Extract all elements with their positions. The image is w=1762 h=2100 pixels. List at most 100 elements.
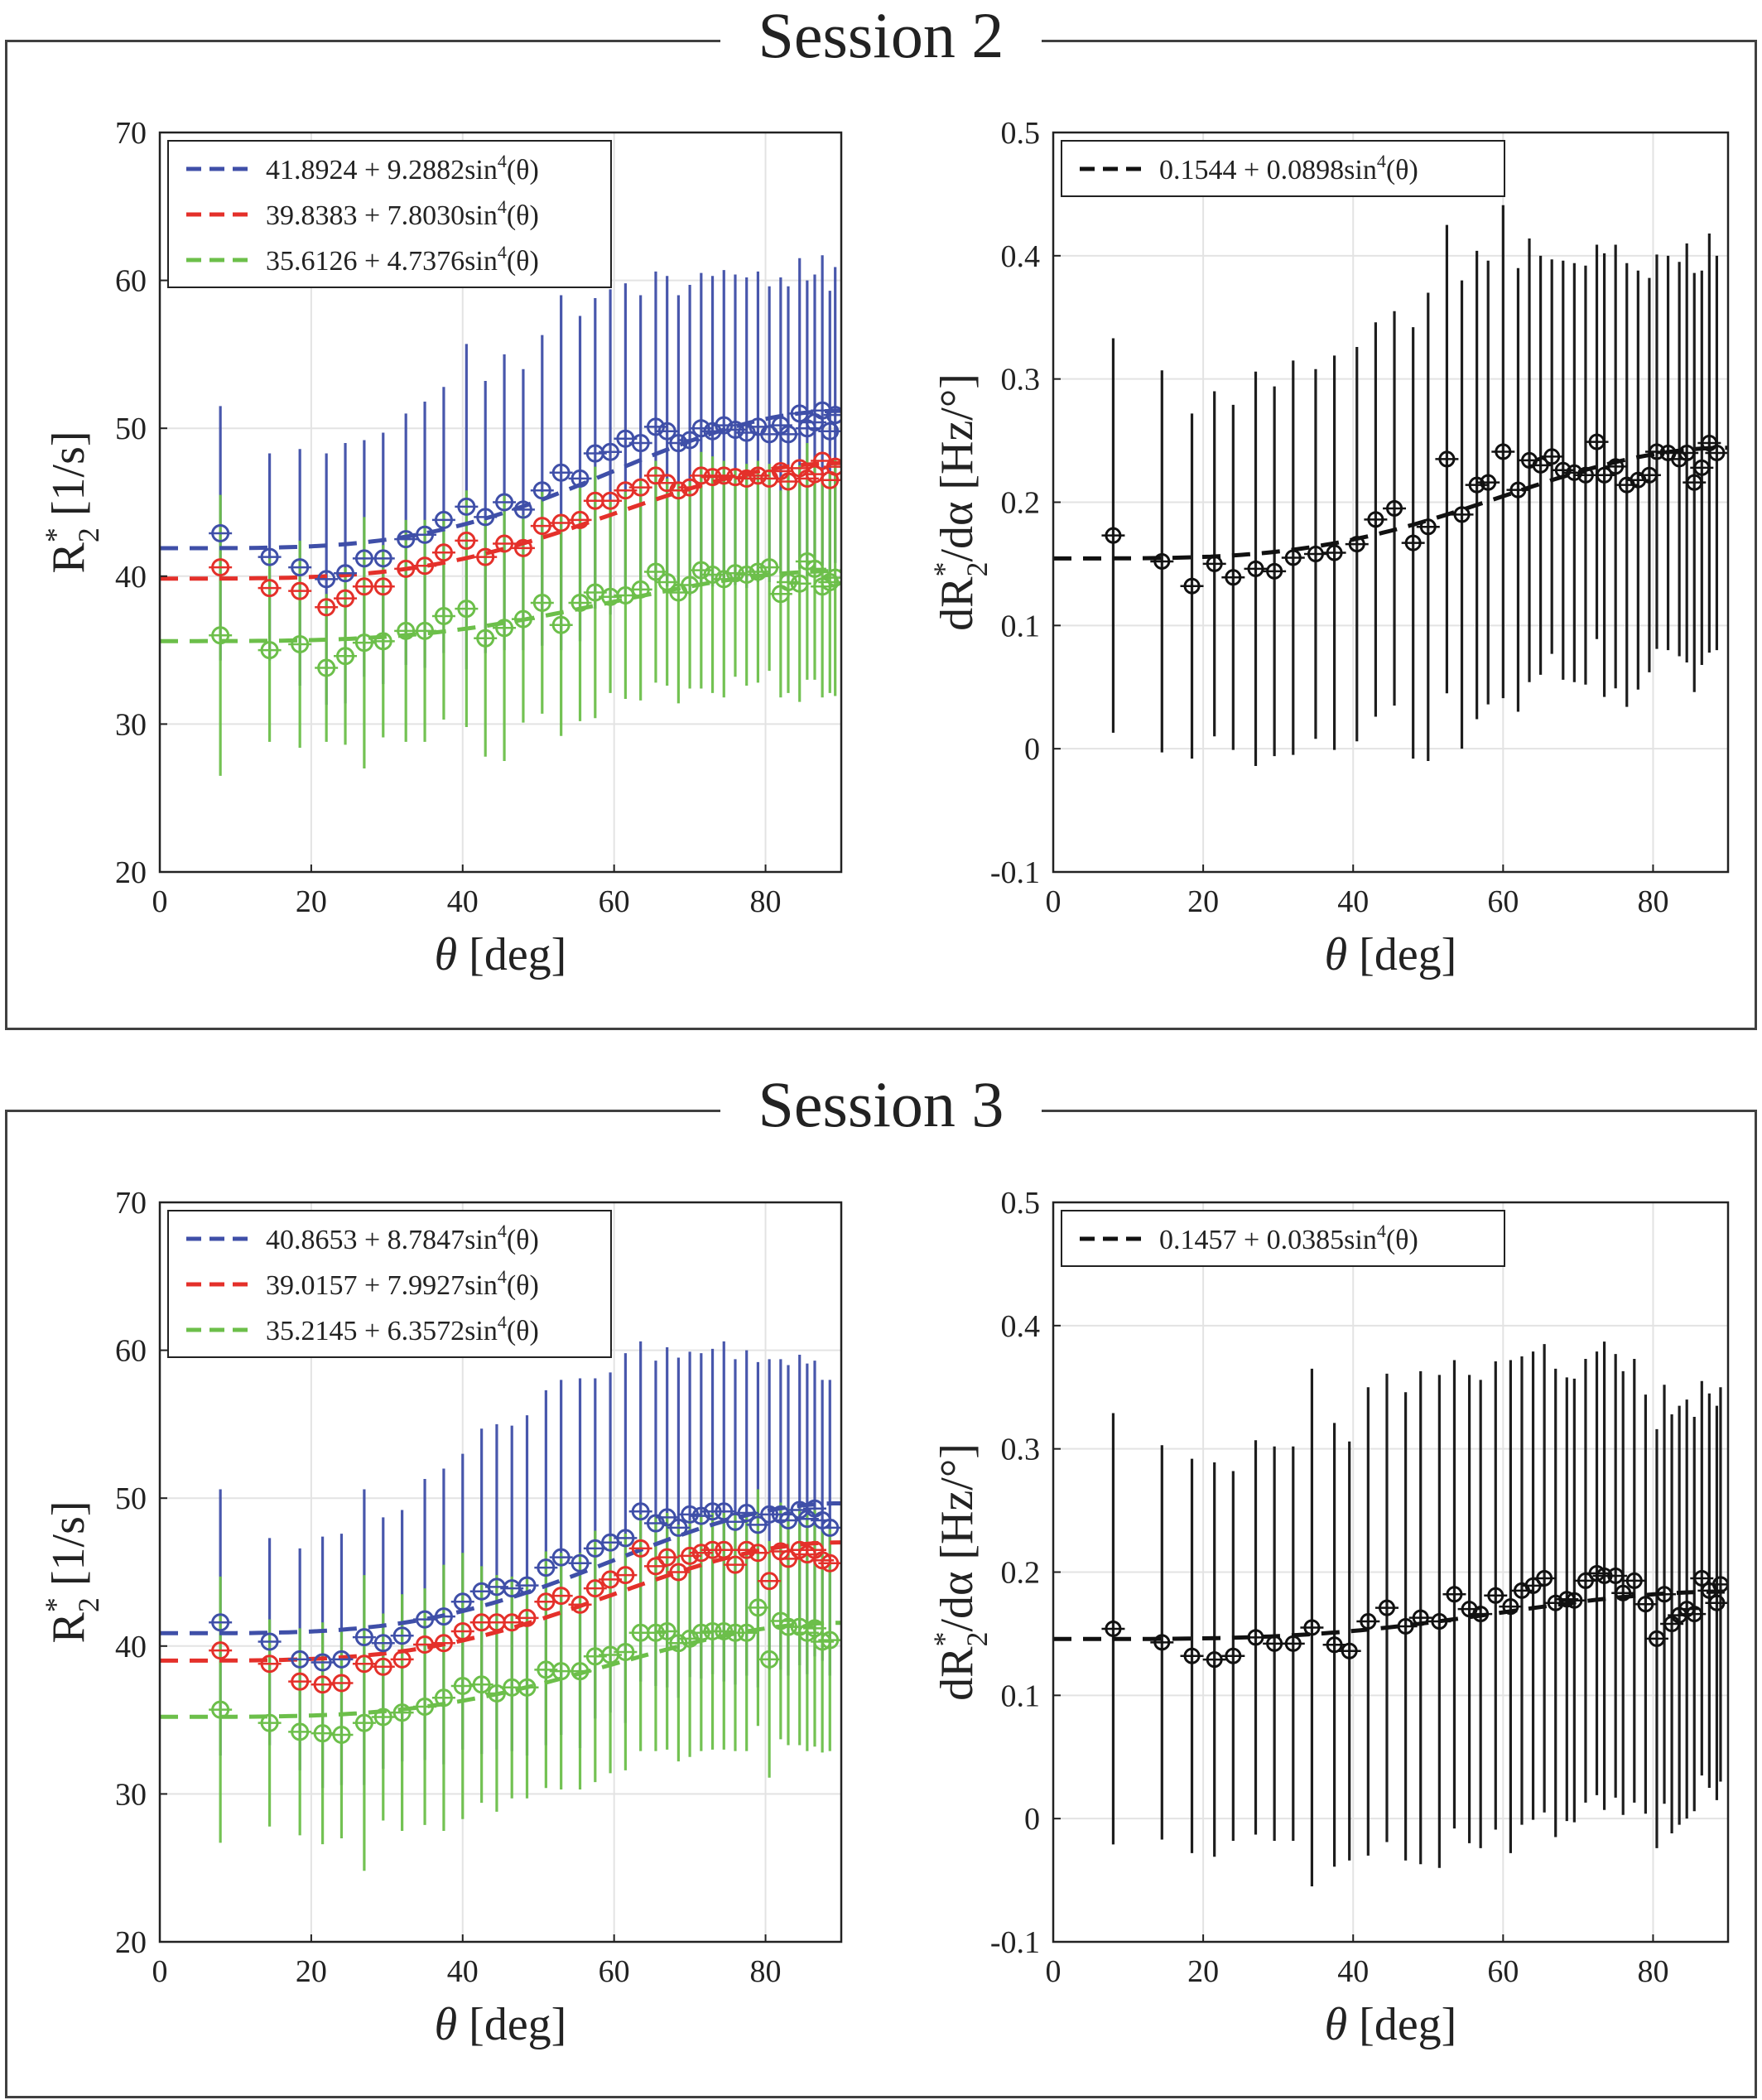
chart0-xtick-label: 40 <box>447 884 479 919</box>
chart3-ylabel-main: dR <box>932 1646 983 1701</box>
chart2-ytick-label: 50 <box>115 1481 147 1516</box>
chart0-ylabel-main: R <box>43 542 94 574</box>
chart3-xtick-label: 0 <box>1046 1954 1062 1989</box>
chart0-legend-sup: 4 <box>498 196 507 217</box>
chart3-ylabel-unit: /dα [Hz/°] <box>932 1443 983 1631</box>
chart2-legend-tail: (θ) <box>507 1316 539 1346</box>
session-3-panel: 0 20 40 60 80 20 30 40 50 60 70 θ [deg] R*2 [1/s] 40.… <box>5 1110 1757 2098</box>
chart0-plot-layer <box>160 255 841 776</box>
chart1-ylabel: dR*2/dα [Hz/°] <box>927 373 994 631</box>
chart2-s0-fit-line <box>160 1501 841 1635</box>
chart1-legend-label: 0.1544 + 0.0898sin4(θ) <box>1159 151 1418 185</box>
chart0-legend-tail: (θ) <box>507 200 539 231</box>
chart2-xlabel-unit: [deg] <box>457 1999 566 2050</box>
chart1-xtick-label: 80 <box>1637 884 1668 919</box>
chart2-legend-sup: 4 <box>498 1266 507 1287</box>
chart3-ytick-label: 0.1 <box>1001 1679 1041 1713</box>
session-2-panel: 0 20 40 60 80 20 30 40 50 60 70 θ [deg] R*2 [1/s] 41.… <box>5 40 1757 1030</box>
chart2-ylabel-main: R <box>43 1612 94 1644</box>
chart1-ytick-label: 0.1 <box>1001 609 1041 643</box>
chart3-legend-label: 0.1457 + 0.0385sin4(θ) <box>1159 1221 1418 1255</box>
chart0-xlabel-unit: [deg] <box>457 929 566 980</box>
chart3-s0-fit-line <box>1053 1589 1728 1641</box>
chart3-xlabel: θ [deg] <box>1325 1999 1457 2050</box>
chart2-xtick-label: 20 <box>296 1954 327 1989</box>
chart0-ylabel: R*2 [1/s] <box>39 431 105 573</box>
chart3-ytick-label: 0.3 <box>1001 1433 1041 1467</box>
chart0-ytick-label: 20 <box>115 855 147 890</box>
chart1-ylabel-sub: 2 <box>960 562 994 577</box>
chart2-plot-layer <box>160 1341 841 1871</box>
chart2-ylabel: R*2 [1/s] <box>39 1500 105 1643</box>
session-3-title: Session 3 <box>0 1068 1762 1140</box>
chart3-ytick-label: -0.1 <box>990 1925 1040 1960</box>
chart3-ytick-label: 0.4 <box>1001 1309 1041 1344</box>
chart0-legend-label: 41.8924 + 9.2882sin4(θ) <box>266 151 539 185</box>
chart1-xtick-label: 40 <box>1337 884 1369 919</box>
chart0-ylabel-unit: [1/s] <box>43 431 94 527</box>
chart2-legend-sup: 4 <box>498 1312 507 1332</box>
chart1-ytick-label: 0 <box>1024 732 1040 767</box>
chart1-legend-text: 0.1544 + 0.0898sin <box>1159 155 1377 185</box>
chart0-ylabel-sub: 2 <box>72 527 105 542</box>
chart2-legend-label: 40.8653 + 8.7847sin4(θ) <box>266 1221 539 1255</box>
chart3-legend-tail: (θ) <box>1386 1225 1418 1255</box>
chart3-ylabel-sup: * <box>927 1632 960 1647</box>
chart3-ylabel: dR*2/dα [Hz/°] <box>927 1443 994 1701</box>
chart0-xtick-label: 0 <box>152 884 168 919</box>
session-2-title: Session 2 <box>0 0 1762 71</box>
session-3-title-text: Session 3 <box>720 1068 1042 1140</box>
chart1-plot-layer <box>1053 205 1728 767</box>
chart2-legend-label: 39.0157 + 7.9927sin4(θ) <box>266 1266 539 1301</box>
chart2-ylabel-sub: 2 <box>72 1597 105 1612</box>
chart2-ytick-label: 20 <box>115 1925 147 1960</box>
chart3-ytick-label: 0 <box>1024 1802 1040 1837</box>
chart3-ytick-label: 0.2 <box>1001 1556 1041 1591</box>
chart0-legend-text: 41.8924 + 9.2882sin <box>266 155 498 185</box>
chart2-ytick-label: 30 <box>115 1777 147 1812</box>
chart0-legend-label: 35.6126 + 4.7376sin4(θ) <box>266 242 539 277</box>
chart3-plot-layer <box>1053 1341 1728 1887</box>
chart3-xtick-label: 60 <box>1487 1954 1519 1989</box>
chart2-xtick-label: 60 <box>599 1954 630 1989</box>
chart2-legend-sup: 4 <box>498 1221 507 1241</box>
chart2-legend-text: 35.2145 + 6.3572sin <box>266 1316 498 1346</box>
chart1-legend-tail: (θ) <box>1386 155 1418 185</box>
chart1-xlabel-symbol: θ <box>1325 929 1348 980</box>
chart1-xlabel-unit: [deg] <box>1347 929 1456 980</box>
chart2-ytick-label: 60 <box>115 1334 147 1369</box>
chart0-legend-label: 39.8383 + 7.8030sin4(θ) <box>266 196 539 231</box>
chart3-ylabel-sub: 2 <box>960 1632 994 1647</box>
chart1-ylabel-sup: * <box>927 562 960 577</box>
chart2-legend-tail: (θ) <box>507 1225 539 1255</box>
chart0-ytick-label: 50 <box>115 412 147 446</box>
chart3-xtick-label: 80 <box>1637 1954 1668 1989</box>
chart1-legend-sup: 4 <box>1377 151 1386 171</box>
chart0-ytick-label: 30 <box>115 707 147 742</box>
chart0-legend-text: 35.6126 + 4.7376sin <box>266 246 498 277</box>
chart3-xlabel-unit: [deg] <box>1347 1999 1456 2050</box>
chart2-xtick-label: 80 <box>750 1954 782 1989</box>
chart1-ytick-label: 0.4 <box>1001 239 1041 274</box>
chart2-xlabel: θ [deg] <box>435 1999 567 2050</box>
chart3-ytick-label: 0.5 <box>1001 1186 1041 1221</box>
chart3-xtick-label: 20 <box>1187 1954 1219 1989</box>
chart0-xlabel: θ [deg] <box>435 929 567 980</box>
chart0-legend-tail: (θ) <box>507 246 539 277</box>
chart2-legend-label: 35.2145 + 6.3572sin4(θ) <box>266 1312 539 1346</box>
chart1-xtick-label: 0 <box>1046 884 1062 919</box>
chart0-xtick-label: 20 <box>296 884 327 919</box>
chart1-ylabel-unit: /dα [Hz/°] <box>932 373 983 561</box>
chart2-xtick-label: 40 <box>447 1954 479 1989</box>
chart1-s0-fit-line <box>1053 446 1728 561</box>
chart2-ylabel-unit: [1/s] <box>43 1500 94 1597</box>
chart3-xlabel-symbol: θ <box>1325 1999 1348 2050</box>
session-2-title-text: Session 2 <box>720 0 1042 71</box>
chart2-legend-tail: (θ) <box>507 1270 539 1301</box>
session-3-derivative-chart: 0 20 40 60 80-0.100.10.20.30.40.5θ [deg]dR*2… <box>927 1186 1730 2050</box>
chart1-ytick-label: 0.5 <box>1001 116 1041 151</box>
chart0-ytick-label: 40 <box>115 560 147 595</box>
session-2-derivative-chart: 0 20 40 60 80-0.100.10.20.30.40.5θ [deg]dR*2… <box>927 116 1730 980</box>
